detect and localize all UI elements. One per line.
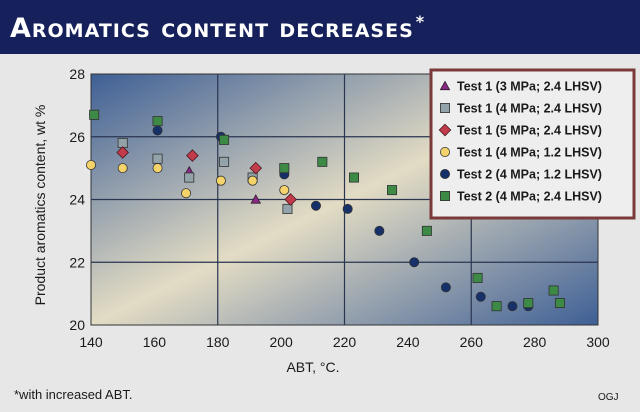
tick-labels: 140 160 180 200 220 240 260 280 300 20 22 24 26 28 [69,66,609,350]
data-point-square [554,298,565,309]
x-tick-label: 240 [396,334,420,350]
y-tick-label: 28 [69,66,85,82]
data-point-circle [117,163,128,174]
data-point-square [349,172,360,183]
data-point-circle [409,257,420,268]
data-point-square [89,109,100,120]
x-tick-label: 200 [269,334,293,350]
data-point-circle [181,188,192,199]
data-point-square [219,156,230,167]
data-point-triangle [439,80,451,91]
x-tick-label: 220 [333,334,357,350]
legend-label: Test 1 (4 MPa; 1.2 LHSV) [457,146,602,160]
data-points [86,109,565,312]
legend: Test 1 (3 MPa; 2.4 LHSV) Test 1 (4 MPa; 2… [429,68,636,220]
data-point-circle [247,175,258,186]
header-bar: Aromatics content decreases * [0,0,640,54]
data-point-square [317,156,328,167]
data-point-square [219,134,230,145]
source-credit: OGJ [598,392,619,403]
legend-label: Test 1 (5 MPa; 2.4 LHSV) [457,124,602,138]
data-point-square [472,272,483,283]
data-point-square [152,116,163,127]
data-point-square [282,203,293,214]
y-tick-label: 22 [69,254,85,270]
x-tick-label: 280 [523,334,547,350]
chart-title-text: Aromatics content decreases [10,13,414,44]
title-footnote-mark: * [415,12,426,31]
data-point-square [439,103,450,114]
data-point-circle [342,203,353,214]
data-point-circle [507,301,518,312]
data-point-square [491,301,502,312]
footnote: *with increased ABT. [14,387,133,402]
data-point-square [548,285,559,296]
data-point-square [279,163,290,174]
y-tick-label: 24 [69,192,85,208]
data-point-circle [279,185,290,196]
x-axis-label: ABT, °C. [286,359,339,375]
x-tick-label: 180 [206,334,230,350]
x-tick-label: 300 [586,334,610,350]
data-point-square [421,225,432,236]
y-tick-label: 26 [69,129,85,145]
data-point-square [387,185,398,196]
data-point-triangle [250,194,262,204]
data-point-circle [475,291,486,302]
x-tick-label: 140 [79,334,103,350]
data-point-square [184,172,195,183]
data-point-circle [440,282,451,293]
legend-label: Test 2 (4 MPa; 1.2 LHSV) [457,168,602,182]
legend-label: Test 2 (4 MPa; 2.4 LHSV) [457,190,602,204]
data-point-square [439,190,450,201]
data-point-diamond [438,123,452,137]
data-point-diamond [284,193,297,206]
data-point-circle [374,225,385,236]
legend-label: Test 1 (4 MPa; 2.4 LHSV) [457,102,602,116]
x-tick-label: 260 [460,334,484,350]
data-point-circle [439,146,450,157]
data-point-circle [439,168,450,179]
data-point-diamond [186,149,199,162]
x-tick-label: 160 [143,334,167,350]
legend-label: Test 1 (3 MPa; 2.4 LHSV) [457,80,602,94]
data-point-circle [310,200,321,211]
y-tick-label: 20 [69,317,85,333]
legend-box [429,68,636,220]
data-point-circle [152,125,163,136]
data-point-circle [86,159,97,170]
chart-title: Aromatics content decreases * [10,12,425,44]
data-point-diamond [116,146,130,159]
data-point-circle [215,175,226,186]
data-point-diamond [249,161,263,175]
y-axis-label: Product aromatics content, wt % [32,105,48,306]
data-point-square [152,153,163,164]
data-point-circle [152,163,163,174]
data-point-square [523,298,534,309]
